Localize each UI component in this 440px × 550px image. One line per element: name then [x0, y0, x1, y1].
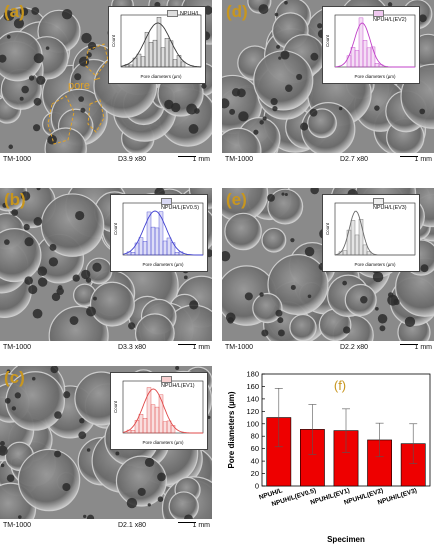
sem-panel-e: (e) Pore diameters (µm) Count NPUH/L(EV3)… — [222, 188, 434, 355]
histogram-xlabel: Pore diameters (µm) — [354, 262, 396, 267]
legend-e: NPUH/L(EV3) — [373, 198, 419, 211]
panel-letter-f: (f) — [334, 378, 346, 393]
scale-bar — [400, 156, 418, 157]
histogram-inset-e: Pore diameters (µm) Count NPUH/L(EV3) — [322, 194, 420, 272]
histogram-inset-a: Pore diameters (µm) Count NPUH/L — [108, 6, 206, 84]
scale-bar — [178, 156, 196, 157]
scale-label: 1 mm — [414, 344, 433, 351]
sem-footer-d: TM-1000 D2.7 x80 1 mm — [222, 154, 434, 167]
sem-panel-c: (c) Pore diameters (µm) Count NPUH/L(EV1)… — [0, 366, 212, 533]
sem-footer-e: TM-1000 D2.2 x80 1 mm — [222, 342, 434, 355]
histogram-xlabel: Pore diameters (µm) — [354, 74, 396, 79]
y-tick-label: 140 — [246, 394, 259, 403]
magnification-label: D2.7 x80 — [340, 156, 369, 163]
scale-bar — [400, 344, 418, 345]
magnification-label: D2.2 x80 — [340, 344, 369, 351]
histogram-ylabel: Count — [111, 34, 116, 47]
x-axis-label: Specimen — [327, 535, 365, 544]
magnification-label: D3.9 x80 — [118, 156, 147, 163]
histogram-ylabel: Count — [113, 400, 118, 413]
magnification-label: D2.1 x80 — [118, 522, 147, 529]
panel-letter-e: (e) — [226, 190, 247, 209]
magnification-label: D3.3 x80 — [118, 344, 147, 351]
pore-label: pore — [68, 80, 91, 92]
y-tick-label: 100 — [246, 419, 259, 428]
y-axis-label: Pore diameters (µm) — [227, 391, 236, 468]
y-tick-label: 40 — [251, 457, 259, 466]
y-tick-label: 20 — [251, 469, 259, 478]
histogram-inset-d: Pore diameters (µm) Count NPUH/L(EV2) — [322, 6, 420, 84]
histogram-ylabel: Count — [325, 222, 330, 235]
panel-letter-b: (b) — [4, 190, 26, 209]
legend-c: NPUH/L(EV1) — [161, 376, 207, 389]
histogram-xlabel: Pore diameters (µm) — [142, 440, 184, 445]
legend-a: NPUH/L — [167, 10, 200, 17]
histogram-ylabel: Count — [113, 222, 118, 235]
y-tick-label: 0 — [255, 482, 259, 491]
histogram-xlabel: Pore diameters (µm) — [142, 262, 184, 267]
sem-panel-d: (d) Pore diameters (µm) Count NPUH/L(EV2)… — [222, 0, 434, 167]
legend-d: NPUH/L(EV2) — [373, 10, 419, 23]
scale-bar — [178, 344, 196, 345]
instrument-label: TM-1000 — [3, 156, 32, 163]
instrument-label: TM-1000 — [225, 344, 254, 351]
legend-b: NPUH/L(EV0.5) — [161, 198, 207, 211]
sem-footer-c: TM-1000 D2.1 x80 1 mm — [0, 520, 212, 533]
sem-panel-a: (a) pore Pore diameters (µm) Count NPUH/L… — [0, 0, 212, 167]
scale-label: 1 mm — [192, 522, 211, 529]
scale-label: 1 mm — [414, 156, 433, 163]
panel-letter-a: (a) — [4, 2, 25, 21]
y-tick-label: 160 — [246, 382, 259, 391]
sem-footer-b: TM-1000 D3.3 x80 1 mm — [0, 342, 212, 355]
y-tick-label: 60 — [251, 444, 259, 453]
y-tick-label: 120 — [246, 407, 259, 416]
pore-diameter-bar-chart: 020406080100120140160180NPUH/LNPUH/L(EV0… — [227, 370, 431, 544]
scale-bar — [178, 522, 196, 523]
instrument-label: TM-1000 — [3, 522, 32, 529]
pore-outlines — [47, 43, 109, 145]
panel-letter-d: (d) — [226, 2, 248, 21]
panel-letter-c: (c) — [4, 368, 25, 387]
scale-label: 1 mm — [192, 344, 211, 351]
sem-footer-a: TM-1000 D3.9 x80 1 mm — [0, 154, 212, 167]
instrument-label: TM-1000 — [3, 344, 32, 351]
scale-label: 1 mm — [192, 156, 211, 163]
histogram-inset-c: Pore diameters (µm) Count NPUH/L(EV1) — [110, 372, 208, 450]
y-tick-label: 80 — [251, 432, 259, 441]
histogram-inset-b: Pore diameters (µm) Count NPUH/L(EV0.5) — [110, 194, 208, 272]
instrument-label: TM-1000 — [225, 156, 254, 163]
sem-panel-b: (b) Pore diameters (µm) Count NPUH/L(EV0.… — [0, 188, 212, 355]
y-tick-label: 180 — [246, 370, 259, 379]
histogram-ylabel: Count — [325, 34, 330, 47]
histogram-xlabel: Pore diameters (µm) — [140, 74, 182, 79]
